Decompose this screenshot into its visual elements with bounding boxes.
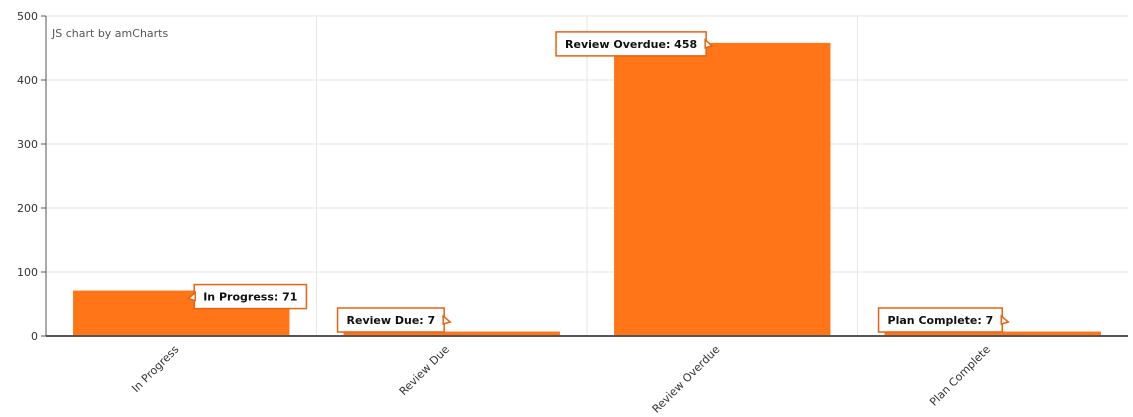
x-tick-label: Review Overdue [650,343,723,416]
grid [46,15,1128,336]
data-label: Review Overdue: 458 [555,31,714,57]
bar[interactable] [343,331,560,336]
data-label-text: Review Due: 7 [347,314,436,327]
bar[interactable] [884,331,1101,336]
data-label-box [555,31,707,57]
y-tick-label: 100 [17,266,38,279]
data-label: In Progress: 71 [186,283,308,310]
data-label: Review Due: 7 [336,307,452,333]
balloons: In Progress: 71 Review Due: 7 Review Overd… [186,31,1010,333]
data-label-pointer [704,38,714,49]
data-label-box [193,283,308,310]
bar[interactable] [614,42,831,336]
x-tick-label: Plan Complete [927,343,993,409]
y-tick-label: 200 [17,202,38,215]
y-tick-label: 0 [31,330,38,343]
data-label-box [877,307,1004,333]
data-label-pointer [1000,314,1010,325]
x-tick-label: In Progress [129,343,181,395]
data-label-text: Plan Complete: 7 [888,314,994,327]
y-tick-label: 500 [17,10,38,23]
labels: 0 100 200 300 400 500 In Progress Review Due Rev… [17,10,993,416]
data-label: Plan Complete: 7 [877,307,1010,333]
axes [41,15,1128,337]
data-label-text: In Progress: 71 [203,291,297,304]
y-tick-label: 400 [17,74,38,87]
x-tick-label: Review Due [397,343,452,398]
y-tick-label: 300 [17,138,38,151]
data-label-box [336,307,445,333]
chart-credit[interactable]: JS chart by amCharts [51,27,168,40]
data-label-text: Review Overdue: 458 [565,38,697,51]
data-label-pointer [442,314,452,325]
data-label-pointer [186,290,196,302]
